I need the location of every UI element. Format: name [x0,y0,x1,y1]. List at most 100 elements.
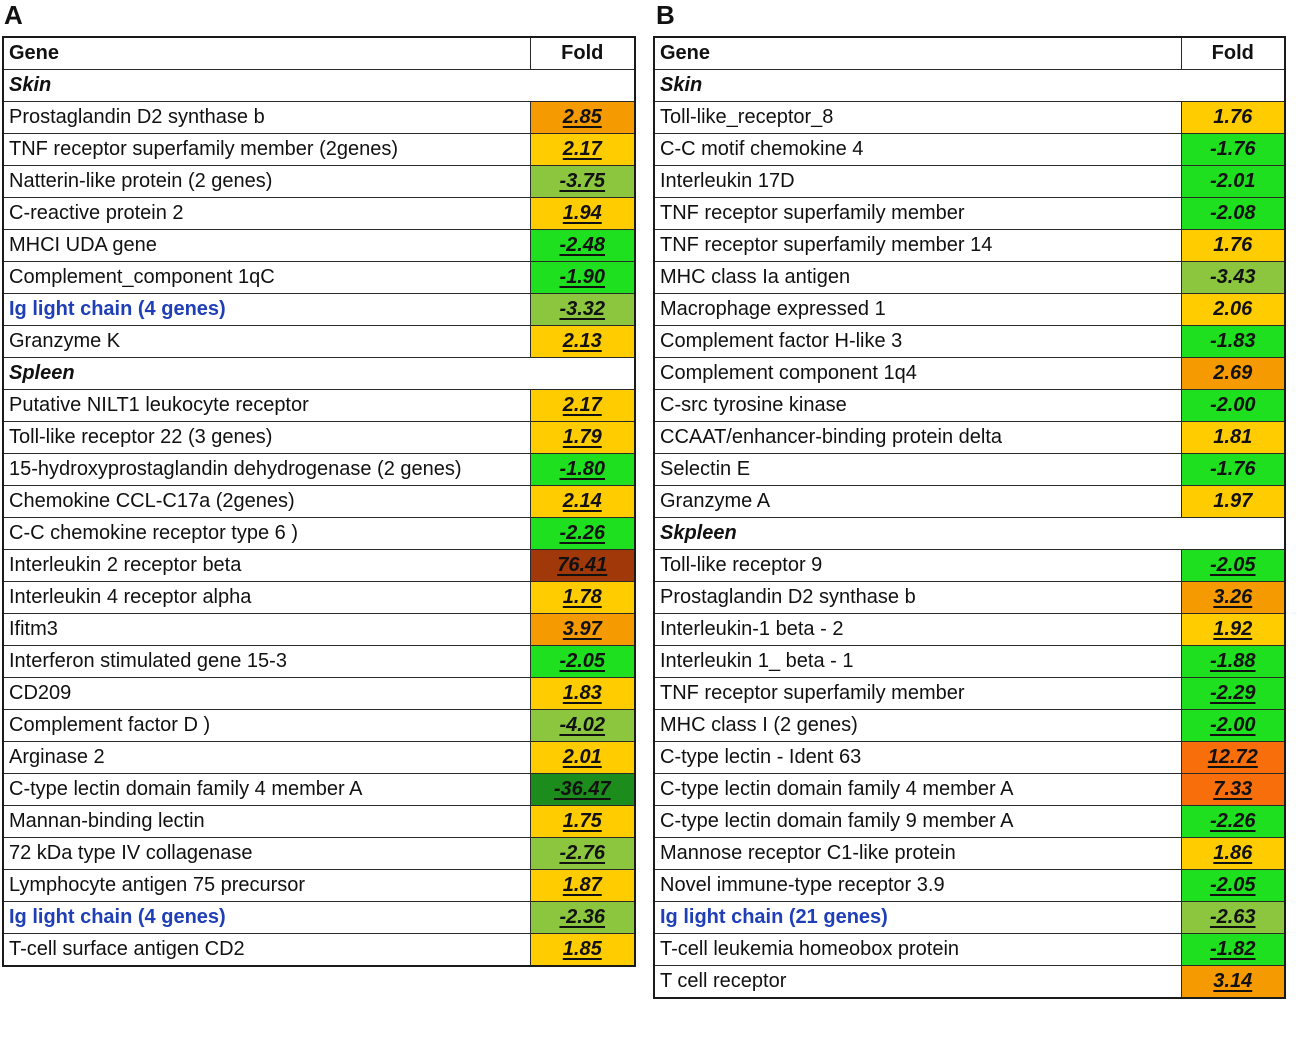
fold-value: -2.26 [559,522,606,544]
gene-name-cell: Granzyme A [653,485,1182,518]
gene-name-cell: Toll-like receptor 22 (3 genes) [2,421,531,454]
fold-value: 1.78 [562,586,602,608]
table-row: Putative NILT1 leukocyte receptor 2.17 [2,389,636,422]
table-row: Complement component 1q4 2.69 [653,357,1286,390]
gene-table-a: Gene Fold Skin Prostaglandin D2 synthase b 2… [2,36,636,967]
fold-value-cell: -2.63 [1180,901,1286,934]
fold-value: 1.86 [1213,842,1253,864]
gene-name-cell: C-type lectin domain family 9 member A [653,805,1182,838]
fold-value-cell: -2.26 [1180,805,1286,838]
table-row: C-reactive protein 2 1.94 [2,197,636,230]
gene-name-cell: Novel immune-type receptor 3.9 [653,869,1182,902]
gene-name-cell: TNF receptor superfamily member [653,197,1182,230]
gene-column-header: Gene [2,36,531,70]
fold-value: 1.94 [562,202,602,224]
table-row: Interleukin 4 receptor alpha 1.78 [2,581,636,614]
fold-value: -1.80 [559,458,606,480]
table-row: Interleukin 17D -2.01 [653,165,1286,198]
gene-name-cell: T cell receptor [653,965,1182,999]
gene-name-cell: 15-hydroxyprostaglandin dehydrogenase (2… [2,453,531,486]
gene-name-cell: Complement component 1q4 [653,357,1182,390]
table-row: Macrophage expressed 1 2.06 [653,293,1286,326]
gene-name-cell: Mannan-binding lectin [2,805,531,838]
gene-name-cell: Complement factor D ) [2,709,531,742]
table-row: Natterin-like protein (2 genes) -3.75 [2,165,636,198]
fold-value: -2.29 [1209,682,1256,704]
fold-value: 2.13 [562,330,602,352]
table-a-body: Gene Fold Skin Prostaglandin D2 synthase b 2… [2,36,636,967]
section-row: Skin [653,69,1286,102]
table-row: MHC class Ia antigen -3.43 [653,261,1286,294]
fold-value-cell: 1.78 [529,581,636,614]
table-row: Mannose receptor C1-like protein 1.86 [653,837,1286,870]
section-title: Skpleen [653,517,1286,550]
table-row: 72 kDa type IV collagenase -2.76 [2,837,636,870]
fold-value: -1.82 [1209,938,1256,960]
gene-name-cell: TNF receptor superfamily member [653,677,1182,710]
fold-value: -1.83 [1209,330,1256,352]
fold-value: 1.92 [1213,618,1253,640]
gene-name-cell: MHC class I (2 genes) [653,709,1182,742]
fold-value: -2.08 [1209,202,1256,224]
gene-name-cell: Complement factor H-like 3 [653,325,1182,358]
fold-value: -3.43 [1209,266,1256,288]
fold-value: 1.85 [562,938,602,960]
gene-name-cell: Selectin E [653,453,1182,486]
fold-value: 1.83 [562,682,602,704]
panel-label-b: B [656,0,675,30]
table-row: Ig light chain (4 genes) -3.32 [2,293,636,326]
gene-name-cell: C-C motif chemokine 4 [653,133,1182,166]
fold-value: 1.76 [1213,234,1253,256]
fold-value-cell: -2.48 [529,229,636,262]
table-row: Granzyme K 2.13 [2,325,636,358]
fold-value: -1.76 [1209,138,1256,160]
table-row: Interleukin-1 beta - 2 1.92 [653,613,1286,646]
gene-name-cell: Interleukin 17D [653,165,1182,198]
gene-name-cell: Interferon stimulated gene 15-3 [2,645,531,678]
fold-value-cell: 2.85 [529,101,636,134]
fold-value-cell: 1.92 [1180,613,1286,646]
gene-name-cell: Toll-like receptor 9 [653,549,1182,582]
table-row: Novel immune-type receptor 3.9 -2.05 [653,869,1286,902]
fold-value-cell: 2.14 [529,485,636,518]
fold-value: 2.01 [562,746,602,768]
table-row: Selectin E -1.76 [653,453,1286,486]
gene-name-cell: Macrophage expressed 1 [653,293,1182,326]
fold-value: -4.02 [559,714,606,736]
table-row: Toll-like_receptor_8 1.76 [653,101,1286,134]
table-row: TNF receptor superfamily member (2genes)… [2,133,636,166]
gene-name-cell: C-type lectin domain family 4 member A [2,773,531,806]
table-row: C-C motif chemokine 4 -1.76 [653,133,1286,166]
fold-value-cell: 76.41 [529,549,636,582]
table-header-row: Gene Fold [653,36,1286,70]
table-row: T-cell surface antigen CD2 1.85 [2,933,636,967]
table-row: Ig light chain (21 genes) -2.63 [653,901,1286,934]
fold-value-cell: -2.01 [1180,165,1286,198]
fold-value: 2.17 [562,394,602,416]
gene-name-cell: C-C chemokine receptor type 6 ) [2,517,531,550]
fold-value-cell: -3.32 [529,293,636,326]
fold-value: -2.00 [1209,714,1256,736]
fold-value-cell: -2.26 [529,517,636,550]
table-row: C-type lectin domain family 4 member A -3… [2,773,636,806]
table-row: 15-hydroxyprostaglandin dehydrogenase (2… [2,453,636,486]
fold-value-cell: -2.08 [1180,197,1286,230]
fold-value-cell: 3.14 [1180,965,1286,999]
table-row: TNF receptor superfamily member -2.29 [653,677,1286,710]
gene-name-cell: Interleukin-1 beta - 2 [653,613,1182,646]
fold-value-cell: 1.94 [529,197,636,230]
table-row: Prostaglandin D2 synthase b 2.85 [2,101,636,134]
gene-name-cell: Prostaglandin D2 synthase b [2,101,531,134]
fold-value-cell: 3.26 [1180,581,1286,614]
fold-value-cell: 2.17 [529,389,636,422]
fold-value: -1.90 [559,266,606,288]
section-title: Spleen [2,357,636,390]
fold-column-header: Fold [1180,36,1286,70]
table-row: Arginase 2 2.01 [2,741,636,774]
table-row: Prostaglandin D2 synthase b 3.26 [653,581,1286,614]
gene-name-cell: Ig light chain (21 genes) [653,901,1182,934]
fold-value: 2.06 [1213,298,1253,320]
fold-value-cell: -4.02 [529,709,636,742]
gene-name-cell: Arginase 2 [2,741,531,774]
fold-value: 1.87 [562,874,602,896]
